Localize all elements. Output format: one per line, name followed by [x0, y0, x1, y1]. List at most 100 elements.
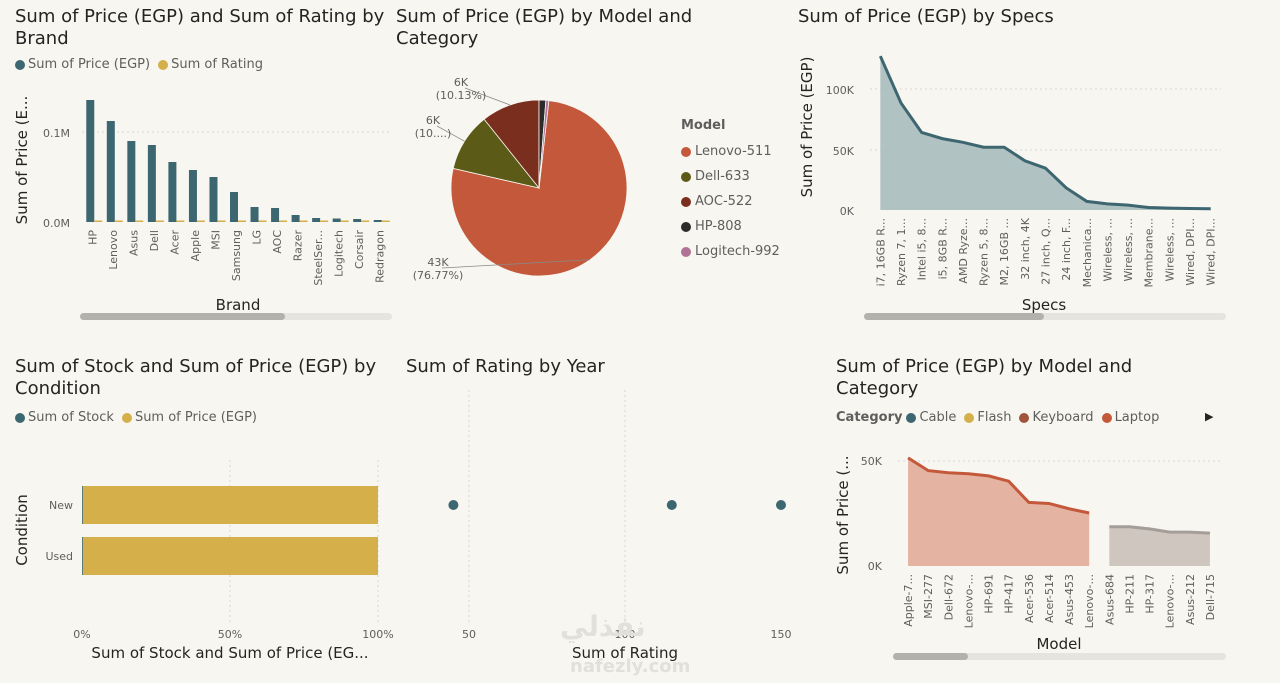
- x-tick: Acer-514: [1043, 574, 1056, 623]
- chart-title: Sum of Rating by Year: [406, 356, 605, 377]
- scatter-point: [666, 500, 677, 510]
- y-axis-title: Sum of Price (...: [834, 455, 852, 574]
- legend-dot: [681, 246, 691, 257]
- x-tick: M2, 16GB ...: [998, 218, 1011, 286]
- bar-stock: [82, 486, 83, 524]
- chart-legend: Sum of Stock Sum of Price (EGP): [15, 410, 265, 425]
- scrollbar-thumb[interactable]: [80, 313, 285, 320]
- y-tick: 50K: [833, 145, 855, 158]
- bar-rating: [114, 220, 123, 222]
- legend-dot: [681, 221, 691, 232]
- brand-chart: Sum of Price (E... 0.1M 0.0M Brand HP Len…: [13, 96, 390, 314]
- pie-slice: [538, 99, 550, 189]
- legend-item-dell-633[interactable]: Dell-633: [681, 164, 780, 189]
- scrollbar[interactable]: [80, 313, 392, 320]
- legend-item-price[interactable]: Sum of Price (EGP): [121, 410, 258, 425]
- bar-price: [250, 207, 259, 222]
- x-axis-title: Sum of Rating: [572, 644, 678, 662]
- x-tick: Dell-672: [942, 574, 955, 620]
- legend-label: Sum of Price (EGP): [134, 410, 258, 425]
- y-tick: 50K: [861, 455, 883, 468]
- x-axis-title: Specs: [1022, 296, 1067, 314]
- y-tick: 0K: [868, 560, 883, 573]
- legend-item-laptop[interactable]: Laptop: [1101, 410, 1159, 425]
- data-label-percent: (10....): [415, 127, 452, 140]
- legend-dot: [1101, 412, 1112, 423]
- legend-next-arrow-icon[interactable]: ▶: [1205, 410, 1214, 423]
- area-fill: [880, 56, 1211, 211]
- chart-title: Sum of Price (EGP) and Sum of Rating by …: [15, 6, 385, 49]
- legend-item-flash[interactable]: Flash: [964, 410, 1011, 425]
- pie-chart: 43K(76.77%)6K(10....)6K(10.13%): [413, 76, 628, 282]
- x-tick: Asus: [127, 230, 140, 256]
- x-tick: HP-417: [1003, 574, 1016, 614]
- y-tick: 0.1M: [43, 127, 70, 140]
- x-tick: HP-211: [1123, 574, 1136, 614]
- modelcat-chart: Sum of Price (... 50K 0K Model Apple-7..…: [834, 455, 1220, 653]
- bar-price: [312, 218, 321, 222]
- scrollbar-thumb[interactable]: [864, 313, 1044, 320]
- label-leader: [464, 87, 511, 106]
- bar-price: [188, 170, 197, 222]
- bar-rating: [299, 220, 308, 222]
- pie-legend: Model Lenovo-511 Dell-633 AOC-522 HP-808…: [681, 118, 780, 264]
- legend-label: Sum of Price (EGP): [28, 57, 151, 72]
- legend-item-logitech-992[interactable]: Logitech-992: [681, 239, 780, 264]
- legend-item-rating[interactable]: Sum of Rating: [158, 57, 263, 72]
- x-tick: Wireless, ...: [1122, 218, 1135, 282]
- bar-rating: [258, 220, 267, 222]
- scrollbar-thumb[interactable]: [893, 653, 968, 660]
- bar-rating: [320, 220, 329, 222]
- legend-item-hp-808[interactable]: HP-808: [681, 214, 780, 239]
- x-tick: 32 inch, 4K: [1019, 217, 1032, 280]
- legend-title: Category: [836, 410, 903, 425]
- legend-label: Sum of Rating: [171, 57, 263, 72]
- bar-price: [353, 219, 362, 222]
- legend-item-keyboard[interactable]: Keyboard: [1019, 410, 1094, 425]
- legend-item-stock[interactable]: Sum of Stock: [15, 410, 114, 425]
- panel-modelcat: Sum of Price (EGP) by Model and Category…: [830, 350, 1238, 683]
- legend-label: Dell-633: [695, 169, 750, 184]
- series-line: [878, 55, 1211, 211]
- legend-dot: [1019, 412, 1030, 423]
- x-tick: Intel i5, 8...: [916, 218, 929, 280]
- x-tick: Ryzen 5, 8...: [978, 218, 991, 286]
- legend-dot: [681, 196, 691, 207]
- x-tick: i7, 16GB R...: [874, 218, 887, 286]
- bar-price: [373, 220, 382, 222]
- x-tick: 100%: [362, 628, 393, 641]
- legend-dot: [964, 412, 975, 423]
- x-tick: 150: [771, 628, 792, 641]
- y-tick: 0K: [840, 205, 855, 218]
- x-tick: Wireless, ...: [1101, 218, 1114, 282]
- legend-item-cable[interactable]: Cable: [906, 410, 956, 425]
- x-tick: 50%: [218, 628, 242, 641]
- data-label-value: 6K: [454, 76, 469, 89]
- bar-price: [106, 121, 115, 222]
- legend-item-price[interactable]: Sum of Price (EGP): [15, 57, 150, 72]
- x-tick: HP: [86, 230, 99, 245]
- chart-title: Sum of Price (EGP) by Specs: [798, 6, 1054, 27]
- bar-price: [86, 100, 95, 222]
- bar-rating: [135, 220, 144, 222]
- y-tick: 0.0M: [43, 217, 70, 230]
- x-tick: Wired, DPI...: [1205, 218, 1218, 286]
- bar-price: [291, 215, 300, 222]
- bar-price: [82, 537, 378, 575]
- x-tick: Lenovo-...: [1164, 574, 1177, 628]
- chart-title: Sum of Price (EGP) by Model and Category: [396, 6, 693, 49]
- other-area: [1109, 526, 1210, 566]
- panel-condition: Sum of Stock and Sum of Price (EGP) by C…: [0, 350, 400, 683]
- x-tick: MSI-277: [922, 574, 935, 619]
- x-tick: Logitech: [333, 230, 346, 277]
- legend-item-lenovo-511[interactable]: Lenovo-511: [681, 139, 780, 164]
- chart-legend: Category Cable Flash Keyboard Laptop: [836, 410, 1167, 425]
- bar-rating: [196, 220, 205, 222]
- data-label-value: 6K: [426, 114, 441, 127]
- x-axis-title: Brand: [216, 296, 261, 314]
- scrollbar[interactable]: [864, 313, 1226, 320]
- scrollbar[interactable]: [893, 653, 1226, 660]
- x-tick: Mechanica...: [1081, 218, 1094, 287]
- label-leader: [441, 259, 590, 269]
- legend-item-aoc-522[interactable]: AOC-522: [681, 189, 780, 214]
